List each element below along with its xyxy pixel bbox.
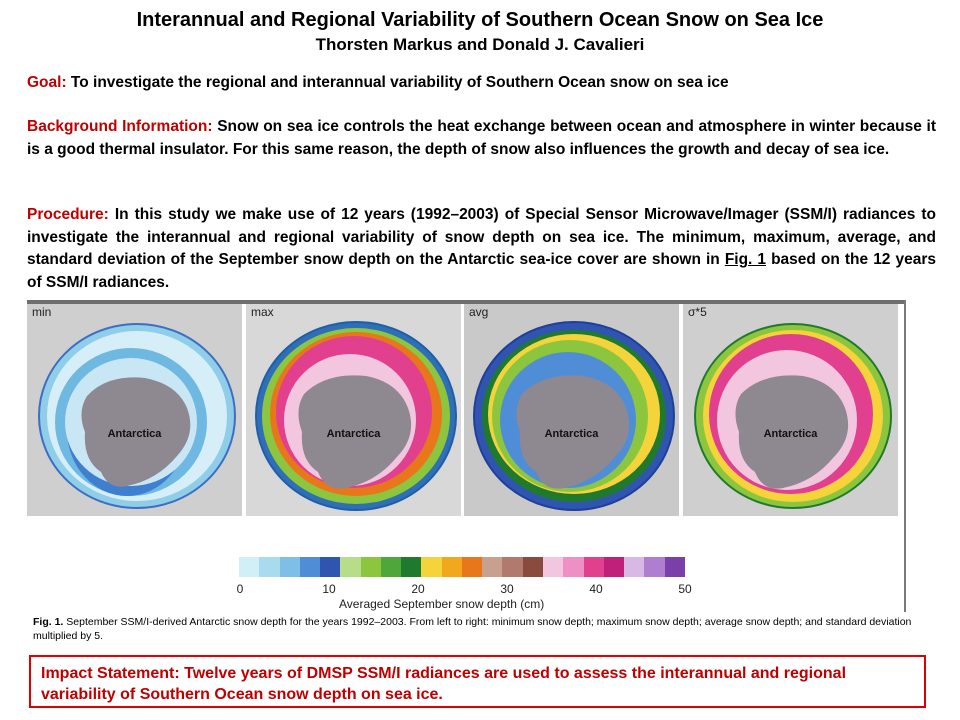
colorbar-tick: 30: [500, 582, 514, 596]
background-text: Snow on sea ice controls the heat exchan…: [27, 118, 936, 158]
colorbar-swatch: [360, 557, 381, 577]
colorbar-swatch: [603, 557, 625, 577]
panel-max: max Antarctica: [246, 304, 461, 516]
colorbar-swatch: [380, 557, 402, 577]
figure-caption: Fig. 1. September SSM/I-derived Antarcti…: [33, 615, 913, 643]
std-snow-depth-map: [694, 323, 892, 509]
caption-label: Fig. 1.: [33, 616, 64, 628]
colorbar-swatch: [644, 557, 665, 577]
colorbar-swatch: [239, 557, 260, 577]
goal-paragraph: Goal: To investigate the regional and in…: [27, 72, 936, 95]
background-label: Background Information:: [27, 118, 213, 135]
panel-label: σ*5: [688, 305, 707, 319]
authors: Thorsten Markus and Donald J. Cavalieri: [315, 35, 645, 54]
colorbar-swatch: [502, 557, 523, 577]
antarctica-label: Antarctica: [763, 428, 818, 440]
max-snow-depth-map: [255, 321, 457, 511]
antarctica-label: Antarctica: [107, 428, 162, 440]
colorbar-swatch: [664, 557, 685, 577]
colorbar-swatch: [583, 557, 604, 577]
procedure-label: Procedure:: [27, 206, 109, 223]
colorbar-tick: 10: [322, 582, 336, 596]
procedure-paragraph: Procedure: In this study we make use of …: [27, 204, 936, 294]
panel-label: max: [251, 305, 274, 319]
procedure-text-after: based on the 12 years of SSM/I radiances…: [27, 251, 936, 291]
colorbar-swatch: [299, 557, 321, 577]
panel-min: min Antarctica: [27, 304, 242, 516]
colorbar-tick: 0: [236, 582, 244, 596]
figure-top-border: [27, 300, 904, 304]
colorbar-swatch: [461, 557, 483, 577]
antarctica-label: Antarctica: [544, 428, 599, 440]
goal-text: To investigate the regional and interann…: [66, 74, 729, 91]
colorbar-tick: 40: [589, 582, 603, 596]
impact-statement: Impact Statement: Twelve years of DMSP S…: [29, 655, 926, 708]
colorbar-swatch: [421, 557, 442, 577]
colorbar-swatch: [542, 557, 564, 577]
colorbar-tick: 50: [678, 582, 692, 596]
colorbar: [239, 557, 685, 577]
min-snow-depth-map: [38, 323, 236, 509]
colorbar-swatch: [563, 557, 584, 577]
background-paragraph: Background Information: Snow on sea ice …: [27, 116, 936, 161]
colorbar-swatch: [340, 557, 361, 577]
colorbar-swatch: [441, 557, 462, 577]
panel-std: σ*5 Antarctica: [683, 304, 898, 516]
colorbar-swatch: [401, 557, 422, 577]
avg-snow-depth-map: [473, 321, 675, 511]
figure-1: min Antarctica max Antarctica avg Antarc…: [27, 300, 906, 612]
colorbar-swatch: [522, 557, 543, 577]
procedure-text-before: In this study we make use of 12 years (1…: [27, 206, 936, 268]
goal-label: Goal:: [27, 74, 67, 91]
colorbar-swatch: [624, 557, 645, 577]
fig1-link[interactable]: Fig. 1: [724, 251, 767, 268]
caption-text: September SSM/I-derived Antarctic snow d…: [33, 616, 912, 642]
page-title: Interannual and Regional Variability of …: [136, 9, 824, 31]
colorbar-tick: 20: [411, 582, 425, 596]
colorbar-swatch: [279, 557, 300, 577]
colorbar-swatch: [320, 557, 341, 577]
panel-label: avg: [469, 305, 489, 319]
panel-avg: avg Antarctica: [464, 304, 679, 516]
colorbar-swatch: [259, 557, 280, 577]
antarctica-label: Antarctica: [326, 428, 381, 440]
panel-label: min: [32, 305, 52, 319]
colorbar-swatch: [482, 557, 503, 577]
colorbar-label: Averaged September snow depth (cm): [339, 597, 545, 611]
